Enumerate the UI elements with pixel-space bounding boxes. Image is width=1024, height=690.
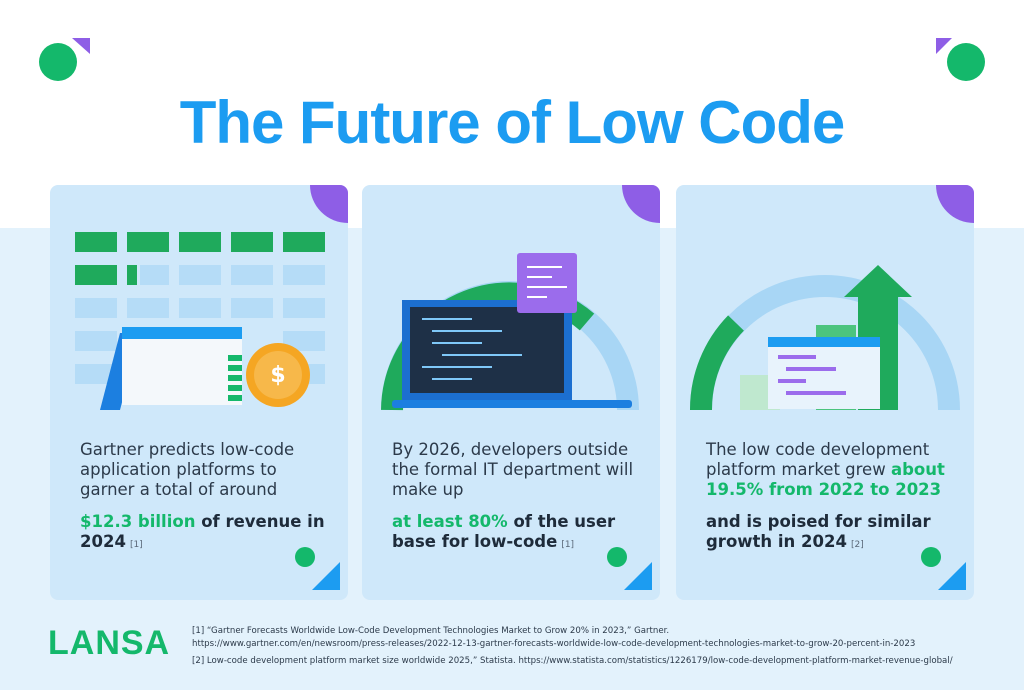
card-text: Gartner predicts low-code application pl… <box>80 440 330 567</box>
svg-text:$: $ <box>270 363 285 388</box>
card-illustration <box>689 185 974 590</box>
card: The low code development platform market… <box>676 185 974 600</box>
footnote: [1] “Gartner Forecasts Worldwide Low-Cod… <box>192 626 670 636</box>
reference: [2] <box>850 540 864 550</box>
card-statement: The low code development platform market… <box>706 440 930 479</box>
highlight: $12.3 billion <box>80 512 196 531</box>
decoration <box>39 38 985 81</box>
card-text: The low code development platform market… <box>706 440 956 567</box>
highlight: at least 80% <box>392 512 508 531</box>
card-illustration <box>381 185 660 590</box>
statement-rest: and is poised for similar growth in 2024 <box>706 512 931 551</box>
footnotes: [1] “Gartner Forecasts Worldwide Low-Cod… <box>192 625 953 672</box>
card-illustration: $ <box>75 185 348 590</box>
card: $ Gartner predicts low-code application … <box>50 185 348 600</box>
card: By 2026, developers outside the formal I… <box>362 185 660 600</box>
card-statement: By 2026, developers outside the formal I… <box>392 440 634 499</box>
reference: [1] <box>561 540 575 550</box>
card-text: By 2026, developers outside the formal I… <box>392 440 642 567</box>
footnote-url: https://www.gartner.com/en/newsroom/pres… <box>192 639 916 649</box>
statement-rest: of revenue in 2024 <box>80 512 325 551</box>
statement-rest: of the user base for low-code <box>392 512 616 551</box>
highlight: about 19.5% from 2022 to 2023 <box>706 460 945 499</box>
title: The Future of Low Code <box>179 89 846 156</box>
card-statement: Gartner predicts low-code application pl… <box>80 440 295 499</box>
logo: LANSA <box>48 624 171 662</box>
footnote: [2] Low-code development platform market… <box>192 656 953 666</box>
reference: [1] <box>129 540 143 550</box>
